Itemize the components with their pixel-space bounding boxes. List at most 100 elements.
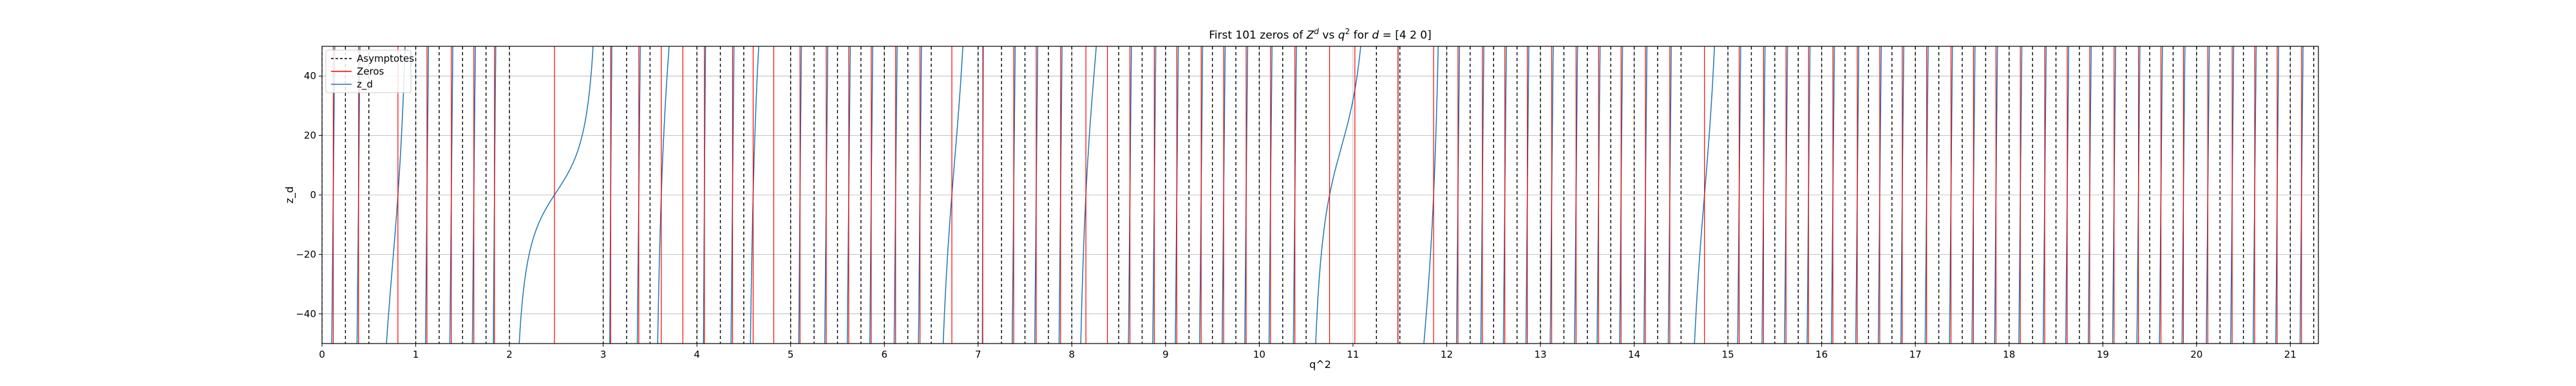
z-d-branch: [1222, 46, 1226, 344]
z-d-branch: [2065, 46, 2070, 344]
x-tick-label: 16: [1815, 349, 1828, 360]
z-d-branch: [2230, 46, 2235, 344]
z-d-branch: [1480, 46, 1484, 344]
z-d-branch: [2018, 46, 2023, 344]
z-d-branch: [2136, 46, 2141, 344]
z-d-branch: [1877, 46, 1882, 344]
z-d-branch: [356, 46, 361, 344]
y-tick-label: −40: [296, 308, 316, 320]
z-d-branch: [918, 46, 922, 344]
z-d-branch: [1175, 46, 1179, 344]
z-d-branch: [1619, 46, 1624, 344]
title-z-base: Z: [1306, 29, 1314, 42]
z-d-branch: [1855, 46, 1859, 344]
z-d-branch: [657, 46, 670, 344]
z-d-branch: [471, 46, 476, 344]
z-d-branch: [2112, 46, 2116, 344]
x-tick-label: 14: [1628, 349, 1640, 360]
title-prefix: First 101 zeros of: [1209, 29, 1306, 42]
x-tick-label: 11: [1347, 349, 1359, 360]
y-axis-label: z_d: [283, 187, 296, 204]
axis-ticks: 0 1 2 3 4 5 6 7 8 9 10 11 12 13 14 15 16 17 18 19 20 21−40−20…: [296, 70, 2297, 360]
z-d-branch: [1268, 46, 1273, 344]
z-d-branch: [1949, 46, 1953, 344]
z-d-branch: [1994, 46, 1998, 344]
z-d-branch: [1455, 46, 1461, 344]
x-tick-label: 21: [2284, 349, 2297, 360]
z-d-branch: [1080, 46, 1097, 344]
z-d-branch: [1152, 46, 1157, 344]
title-q-base: q: [1338, 29, 1345, 42]
z-d-branch: [2042, 46, 2047, 344]
x-tick-label: 6: [881, 349, 887, 360]
z-d-branch: [2181, 46, 2186, 344]
z-d-branch: [1924, 46, 1929, 344]
z-d-branch: [824, 46, 829, 344]
z-d-branch: [1525, 46, 1530, 344]
z-d-branch: [846, 46, 851, 344]
z-d-branch: [636, 46, 641, 344]
z-d-branch: [386, 46, 406, 344]
z-d-branch: [2088, 46, 2092, 344]
title-d-symbol: d: [1372, 29, 1379, 42]
z-d-branch: [1761, 46, 1766, 344]
legend-asymptotes-label: Asymptotes: [357, 53, 414, 64]
z-d-branch: [730, 46, 735, 344]
z-d-branch: [2299, 46, 2304, 344]
title-vs: vs: [1319, 29, 1338, 42]
z-d-branch: [1244, 46, 1249, 344]
y-tick-label: 0: [310, 189, 316, 201]
x-tick-label: 20: [2190, 349, 2202, 360]
z-d-branch: [331, 46, 336, 344]
z-d-branch: [1128, 46, 1132, 344]
y-tick-label: −20: [296, 248, 316, 260]
chart-title: First 101 zeros of Zd vs q2 for d = [4 2…: [1209, 27, 1432, 42]
x-tick-label: 10: [1253, 349, 1265, 360]
y-tick-label: 40: [304, 70, 316, 82]
x-tick-label: 0: [319, 349, 325, 360]
z-d-branch: [1549, 46, 1554, 344]
z-d-branch: [449, 46, 453, 344]
z-d-branch: [1784, 46, 1788, 344]
zeros-lines: [332, 46, 2302, 344]
x-tick-label: 7: [975, 349, 981, 360]
z-d-branch: [1643, 46, 1648, 344]
z-d-branch: [893, 46, 898, 344]
z-d-branch: [750, 46, 759, 344]
y-tick-label: 20: [304, 130, 316, 142]
x-tick-label: 8: [1069, 349, 1075, 360]
z-d-branch: [1667, 46, 1672, 344]
z-d-branch: [518, 46, 594, 344]
x-tick-label: 15: [1722, 349, 1734, 360]
z-d-branch: [1806, 46, 1811, 344]
z-d-branch: [1011, 46, 1016, 344]
title-d-value: = [4 2 0]: [1379, 29, 1432, 42]
z-d-branch: [2159, 46, 2163, 344]
z-d-branch: [1737, 46, 1741, 344]
z-d-branch: [1199, 46, 1204, 344]
legend: Asymptotes Zeros z_d: [325, 50, 414, 93]
z-d-branch: [1900, 46, 1904, 344]
x-tick-label: 17: [1909, 349, 1922, 360]
z-d-branch: [1831, 46, 1835, 344]
z-d-branch: [2275, 46, 2280, 344]
z-d-branch: [1315, 46, 1361, 344]
legend-zd-label: z_d: [357, 78, 373, 91]
legend-box: [325, 50, 412, 93]
x-tick-label: 3: [600, 349, 607, 360]
asymptote-lines: [322, 46, 2315, 344]
z-d-branch: [942, 46, 963, 344]
title-z-sup: d: [1314, 27, 1319, 36]
x-tick-label: 19: [2097, 349, 2109, 360]
x-tick-label: 1: [413, 349, 419, 360]
z-d-branch: [1574, 46, 1578, 344]
z-d-branch: [1971, 46, 1976, 344]
z-d-branch: [1502, 46, 1507, 344]
z-d-branch: [869, 46, 873, 344]
z-d-curve: [331, 46, 2304, 344]
title-q-sup: 2: [1345, 27, 1350, 36]
x-axis-label: q^2: [1309, 358, 1331, 371]
x-tick-label: 18: [2003, 349, 2015, 360]
x-tick-label: 5: [788, 349, 794, 360]
